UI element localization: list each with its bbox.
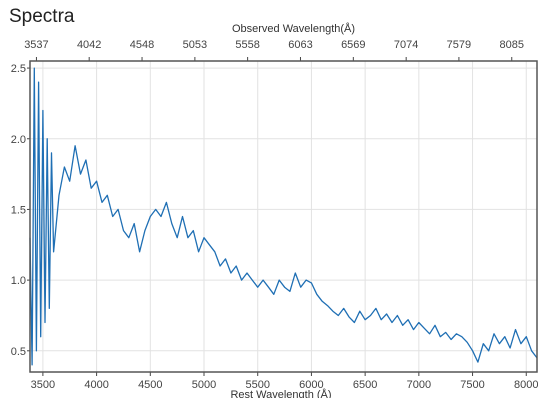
top-tick-label: 5558 xyxy=(235,39,259,51)
top-tick-label: 6569 xyxy=(341,39,365,51)
y-tick-label: 1.0 xyxy=(11,275,26,287)
bottom-axis-label: Rest Wavelength (Å) xyxy=(230,388,331,398)
top-tick-label: 7579 xyxy=(447,39,471,51)
bottom-tick-label: 6500 xyxy=(353,379,377,391)
top-tick-label: 6063 xyxy=(288,39,312,51)
top-tick-label: 7074 xyxy=(394,39,418,51)
bottom-tick-label: 3500 xyxy=(31,379,55,391)
top-tick-label: 8085 xyxy=(500,39,524,51)
bottom-tick-label: 7500 xyxy=(460,379,484,391)
bottom-tick-label: 4500 xyxy=(138,379,162,391)
bottom-tick-label: 6000 xyxy=(299,379,323,391)
bottom-tick-label: 7000 xyxy=(407,379,431,391)
top-tick-label: 4548 xyxy=(130,39,154,51)
bottom-tick-label: 5000 xyxy=(192,379,216,391)
bottom-tick-label: 8000 xyxy=(514,379,538,391)
y-tick-label: 1.5 xyxy=(11,204,26,216)
top-axis-label: Observed Wavelength(Å) xyxy=(232,22,355,35)
top-tick-label: 5053 xyxy=(183,39,207,51)
plot-frame xyxy=(29,60,538,373)
page-title: Spectra xyxy=(9,6,75,27)
spectrum-line xyxy=(29,67,538,366)
bottom-tick-label: 4000 xyxy=(84,379,108,391)
y-tick-label: 2.0 xyxy=(11,134,26,146)
top-tick-label: 4042 xyxy=(77,39,101,51)
top-tick-label: 3537 xyxy=(24,39,48,51)
bottom-tick-label: 5500 xyxy=(245,379,269,391)
y-tick-label: 2.5 xyxy=(11,63,26,75)
y-tick-label: 0.5 xyxy=(11,346,26,358)
